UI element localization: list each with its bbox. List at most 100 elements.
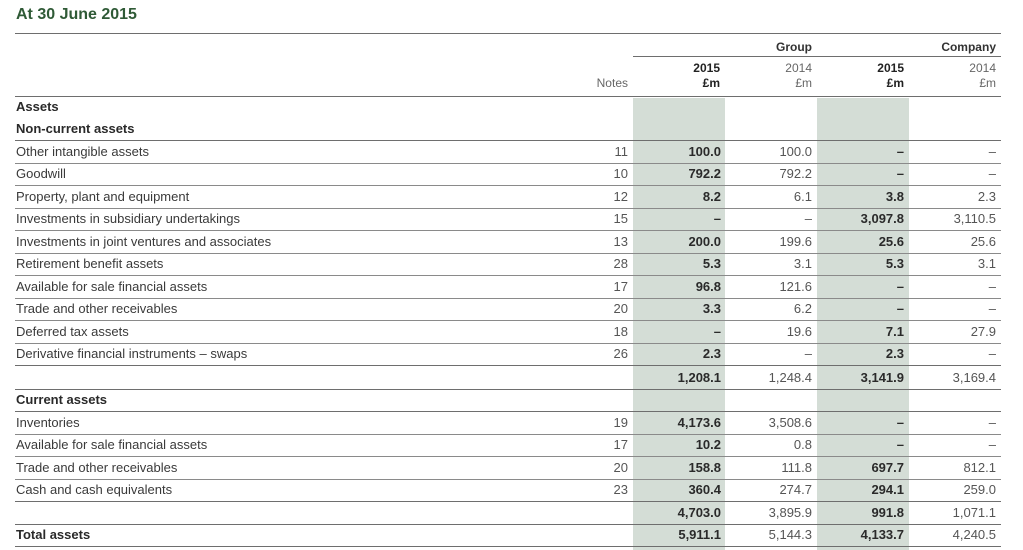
header-rule: [15, 96, 1001, 97]
group-2015-value: 2.3: [702, 346, 721, 361]
company-2014-value: 3.1: [977, 256, 996, 271]
row-label: Trade and other receivables: [16, 460, 178, 475]
row-note: 12: [613, 189, 628, 204]
company-2015-value: 5.3: [885, 256, 904, 271]
row-label: Other intangible assets: [16, 144, 149, 159]
row-label: Total assets: [16, 527, 91, 542]
group-2015-value: 792.2: [688, 166, 721, 181]
row-note: 17: [613, 279, 628, 294]
group-2014-value: 111.8: [781, 460, 812, 475]
group-2014-value: 121.6: [779, 279, 812, 294]
company-2014-value: 259.0: [963, 482, 996, 497]
table-row: Retirement benefit assets 28 5.3 3.1 5.3…: [15, 253, 1001, 276]
title-rule: [15, 33, 1001, 34]
company-2014-value: 2.3: [977, 189, 996, 204]
group-2014-value: –: [804, 346, 812, 361]
company-2014-total: 4,240.5: [952, 527, 996, 542]
row-note: 18: [613, 324, 628, 339]
group-2014-value: 0.8: [793, 437, 812, 452]
table-row: Derivative financial instruments – swaps…: [15, 343, 1001, 366]
company-2015-value: 3.8: [885, 189, 904, 204]
company-2014-value: –: [988, 437, 996, 452]
row-label: Trade and other receivables: [16, 301, 178, 316]
group-2014-value: 100.0: [779, 144, 812, 159]
company-2015-value: –: [896, 301, 904, 316]
row-label: Non-current assets: [16, 121, 135, 136]
company-2015-value: 697.7: [871, 460, 904, 475]
row-label: Current assets: [16, 392, 108, 407]
table-row: Property, plant and equipment 12 8.2 6.1…: [15, 186, 1001, 209]
table-row: Current assets: [15, 389, 1001, 412]
group-2015-value: 5.3: [702, 256, 721, 271]
group-2015-value: 360.4: [688, 482, 721, 497]
group-2015-unit: £m: [702, 76, 720, 90]
row-note: 26: [613, 346, 628, 361]
row-note: 28: [613, 256, 628, 271]
company-2015-value: –: [896, 415, 904, 430]
row-note: 23: [613, 482, 628, 497]
company-2015-value: 3,097.8: [860, 211, 904, 226]
group-2014-value: 792.2: [779, 166, 812, 181]
table-row: Cash and cash equivalents 23 360.4 274.7…: [15, 479, 1001, 502]
row-note: 11: [614, 144, 629, 159]
company-2015-subtotal: 3,141.9: [860, 370, 904, 385]
row-label: Inventories: [16, 415, 80, 430]
company-2015-value: 7.1: [885, 324, 904, 339]
table-row: Investments in joint ventures and associ…: [15, 231, 1001, 254]
company-2015-unit: £m: [886, 76, 904, 90]
row-label: Retirement benefit assets: [16, 256, 164, 271]
total-row: Total assets 5,911.1 5,144.3 4,133.7 4,2…: [15, 524, 1001, 547]
company-2014-value: 812.1: [963, 460, 996, 475]
page-title: At 30 June 2015: [16, 6, 137, 23]
company-2015-subtotal: 991.8: [871, 505, 904, 520]
group-2014-total: 5,144.3: [768, 527, 812, 542]
group-2014-value: 3,508.6: [768, 415, 812, 430]
row-note: 10: [613, 166, 628, 181]
group-2014-year: 2014: [785, 61, 812, 75]
table-row: Other intangible assets 11 100.0 100.0 –…: [15, 141, 1001, 164]
group-2015-value: 96.8: [695, 279, 721, 294]
row-label: Deferred tax assets: [16, 324, 129, 339]
table-row: Available for sale financial assets 17 1…: [15, 434, 1001, 457]
company-2014-value: –: [988, 166, 996, 181]
company-2014-unit: £m: [979, 76, 996, 90]
group-2015-value: 8.2: [702, 189, 721, 204]
group-2015-column-shade: [633, 98, 725, 550]
company-2015-year: 2015: [877, 61, 904, 75]
row-label: Available for sale financial assets: [16, 279, 208, 294]
row-note: 20: [613, 301, 628, 316]
notes-header: Notes: [596, 76, 628, 90]
company-2014-year: 2014: [969, 61, 996, 75]
group-2015-value: 10.2: [695, 437, 721, 452]
row-note: 13: [613, 234, 628, 249]
group-2014-value: 3.1: [793, 256, 812, 271]
subtotal-row: 4,703.0 3,895.9 991.8 1,071.1: [15, 502, 1001, 525]
group-2015-value: –: [713, 211, 721, 226]
company-2014-value: 3,110.5: [953, 211, 996, 226]
row-note: 20: [613, 460, 628, 475]
company-2014-value: –: [988, 346, 996, 361]
company-2014-value: –: [988, 301, 996, 316]
group-2014-subtotal: 1,248.4: [768, 370, 812, 385]
company-2014-value: –: [988, 279, 996, 294]
company-2015-value: 2.3: [885, 346, 904, 361]
table-row: Investments in subsidiary undertakings 1…: [15, 208, 1001, 231]
company-2015-value: 294.1: [871, 482, 904, 497]
table-row: Deferred tax assets 18 – 19.6 7.1 27.9: [15, 321, 1001, 344]
company-2014-value: 25.6: [970, 234, 996, 249]
group-header: Group: [776, 40, 812, 54]
group-2014-value: –: [804, 211, 812, 226]
company-2015-value: 25.6: [878, 234, 904, 249]
group-2014-unit: £m: [795, 76, 812, 90]
group-2015-value: 100.0: [688, 144, 721, 159]
row-label: Cash and cash equivalents: [16, 482, 173, 497]
row-label: Investments in joint ventures and associ…: [16, 234, 272, 249]
row-label: Derivative financial instruments – swaps: [16, 346, 248, 361]
group-2015-year: 2015: [693, 61, 720, 75]
group-2015-value: 158.8: [688, 460, 721, 475]
company-2014-subtotal: 1,071.1: [952, 505, 996, 520]
table-row: Trade and other receivables 20 158.8 111…: [15, 457, 1001, 480]
row-note: 17: [613, 437, 628, 452]
group-2015-subtotal: 4,703.0: [677, 505, 721, 520]
table-row: Non-current assets: [15, 118, 1001, 141]
